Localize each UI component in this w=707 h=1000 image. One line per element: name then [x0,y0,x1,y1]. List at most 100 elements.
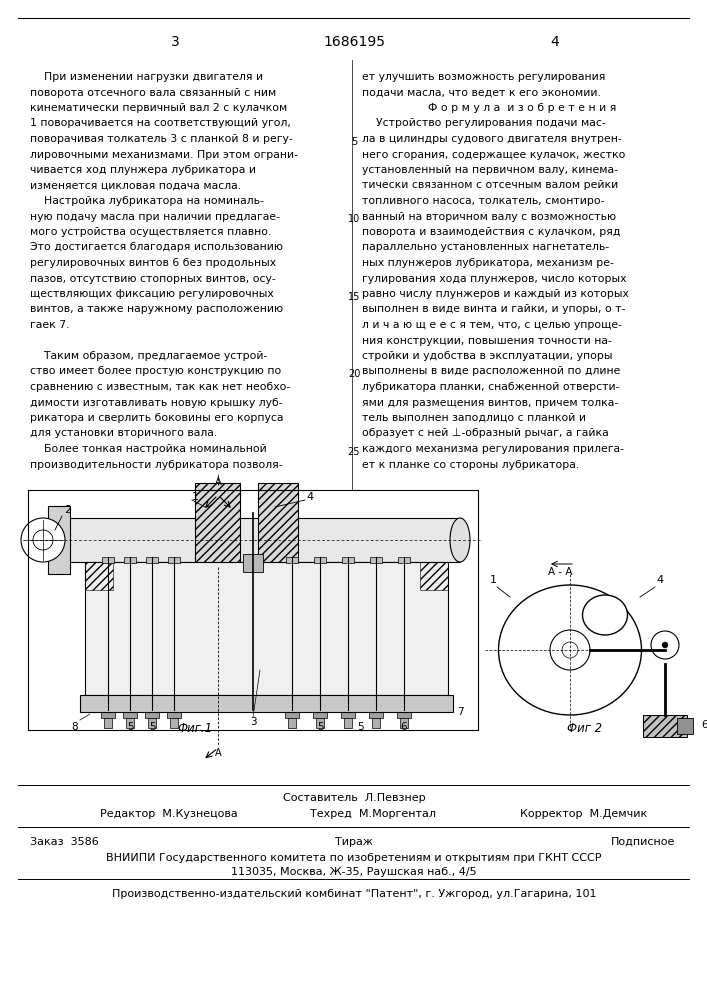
Text: Фиг.1: Фиг.1 [177,722,213,735]
Text: 5: 5 [357,722,363,732]
Text: Тираж: Тираж [335,837,373,847]
Text: 15: 15 [348,292,360,302]
Text: пазов, отсутствию стопорных винтов, осу-: пазов, отсутствию стопорных винтов, осу- [30,273,276,284]
Text: равно числу плунжеров и каждый из которых: равно числу плунжеров и каждый из которы… [362,289,629,299]
Text: Подписное: Подписное [611,837,675,847]
Text: Составитель  Л.Певзнер: Составитель Л.Певзнер [283,793,426,803]
Bar [146,557,158,563]
Text: мого устройства осуществляется плавно.: мого устройства осуществляется плавно. [30,227,271,237]
Text: образует с ней ⊥-образный рычаг, а гайка: образует с ней ⊥-образный рычаг, а гайка [362,428,609,438]
Circle shape [550,630,590,670]
Text: 3: 3 [250,717,257,727]
Text: лубрикатора планки, снабженной отверсти-: лубрикатора планки, снабженной отверсти- [362,382,619,392]
Text: гулирования хода плунжеров, число которых: гулирования хода плунжеров, число которы… [362,273,626,284]
Bar [341,710,355,718]
Text: изменяется цикловая подача масла.: изменяется цикловая подача масла. [30,180,241,190]
Text: Таким образом, предлагаемое устрой-: Таким образом, предлагаемое устрой- [30,351,267,361]
Text: Более тонкая настройка номинальной: Более тонкая настройка номинальной [30,444,267,454]
Text: ями для размещения винтов, причем толка-: ями для размещения винтов, причем толка- [362,397,618,408]
Bar [124,557,136,563]
Text: 5: 5 [127,722,134,732]
Bar [243,554,263,572]
Bar [148,718,156,728]
Bar [60,518,460,562]
Text: Фиг 2: Фиг 2 [568,722,602,735]
Circle shape [33,530,53,550]
Text: 5: 5 [317,722,323,732]
Text: тель выполнен заподлицо с планкой и: тель выполнен заподлицо с планкой и [362,413,586,423]
Text: 3: 3 [170,35,180,49]
Text: параллельно установленных нагнетатель-: параллельно установленных нагнетатель- [362,242,609,252]
Bar [420,562,448,590]
Bar [168,557,180,563]
Text: 10: 10 [348,214,360,224]
Bar [195,483,240,567]
Text: производительности лубрикатора позволя-: производительности лубрикатора позволя- [30,460,283,470]
Text: регулировочных винтов 6 без продольных: регулировочных винтов 6 без продольных [30,258,276,268]
Text: л и ч а ю щ е е с я тем, что, с целью упроще-: л и ч а ю щ е е с я тем, что, с целью уп… [362,320,622,330]
Text: 8: 8 [71,722,78,732]
Text: 20: 20 [348,369,360,379]
Text: 4: 4 [656,575,664,585]
Text: 7: 7 [457,707,463,717]
Text: 6  8: 6 8 [702,720,707,730]
Text: него сгорания, содержащее кулачок, жестко: него сгорания, содержащее кулачок, жестк… [362,149,626,159]
Text: ла в цилиндры судового двигателя внутрен-: ла в цилиндры судового двигателя внутрен… [362,134,621,144]
Bar [288,718,296,728]
Text: 4: 4 [306,492,314,502]
Bar [170,718,178,728]
Text: выполнены в виде расположенной по длине: выполнены в виде расположенной по длине [362,366,620,376]
Text: ет улучшить возможность регулирования: ет улучшить возможность регулирования [362,72,605,82]
Text: Корректор  М.Демчик: Корректор М.Демчик [520,809,647,819]
Text: ния конструкции, повышения точности на-: ния конструкции, повышения точности на- [362,336,612,346]
Text: 1 поворачивается на соответствующий угол,: 1 поворачивается на соответствующий угол… [30,118,291,128]
Text: ство имеет более простую конструкцию по: ство имеет более простую конструкцию по [30,366,281,376]
Circle shape [562,642,578,658]
Bar [643,715,687,737]
Bar [398,557,410,563]
Bar [344,718,352,728]
Text: кинематически первичный вал 2 с кулачком: кинематически первичный вал 2 с кулачком [30,103,287,113]
Bar [195,483,240,567]
Bar [102,557,114,563]
Bar [85,562,113,590]
Text: 25: 25 [348,447,361,457]
Text: чивается ход плунжера лубрикатора и: чивается ход плунжера лубрикатора и [30,165,256,175]
Text: Устройство регулирования подачи мас-: Устройство регулирования подачи мас- [362,118,606,128]
Text: Ф о р м у л а  и з о б р е т е н и я: Ф о р м у л а и з о б р е т е н и я [428,103,617,113]
Text: стройки и удобства в эксплуатации, упоры: стройки и удобства в эксплуатации, упоры [362,351,612,361]
Text: ванный на вторичном валу с возможностью: ванный на вторичном валу с возможностью [362,212,616,222]
Bar [85,562,448,695]
Bar [285,710,299,718]
Ellipse shape [450,518,470,562]
Text: поворота и взаимодействия с кулачком, ряд: поворота и взаимодействия с кулачком, ря… [362,227,621,237]
Bar [126,718,134,728]
Bar [316,718,324,728]
Text: каждого механизма регулирования прилега-: каждого механизма регулирования прилега- [362,444,624,454]
Text: ет к планке со стороны лубрикатора.: ет к планке со стороны лубрикатора. [362,460,579,470]
Text: для установки вторичного вала.: для установки вторичного вала. [30,428,217,438]
Text: Техред  М.Моргентал: Техред М.Моргентал [310,809,436,819]
Text: A - A: A - A [548,567,572,577]
Text: лировочными механизмами. При этом ограни-: лировочными механизмами. При этом ограни… [30,149,298,159]
Text: рикатора и сверлить боковины его корпуса: рикатора и сверлить боковины его корпуса [30,413,284,423]
Text: 113035, Москва, Ж-35, Раушская наб., 4/5: 113035, Москва, Ж-35, Раушская наб., 4/5 [231,867,477,877]
Bar [313,710,327,718]
Bar [397,710,411,718]
Ellipse shape [583,595,628,635]
Text: димости изготавливать новую крышку луб-: димости изготавливать новую крышку луб- [30,397,283,408]
Text: подачи масла, что ведет к его экономии.: подачи масла, что ведет к его экономии. [362,88,601,98]
Text: тически связанном с отсечным валом рейки: тически связанном с отсечным валом рейки [362,180,618,190]
Bar [258,483,298,567]
Circle shape [21,518,65,562]
Text: поворота отсечного вала связанный с ним: поворота отсечного вала связанный с ним [30,88,276,98]
Text: ВНИИПИ Государственного комитета по изобретениям и открытиям при ГКНТ СССР: ВНИИПИ Государственного комитета по изоб… [106,853,602,863]
Text: A: A [215,748,221,758]
Bar [123,710,137,718]
Bar [258,483,298,567]
Text: 5: 5 [351,137,357,147]
Circle shape [662,642,668,648]
Text: 2: 2 [64,505,71,515]
Text: сравнению с известным, так как нет необхо-: сравнению с известным, так как нет необх… [30,382,291,392]
Text: винтов, а также наружному расположению: винтов, а также наружному расположению [30,304,283,314]
